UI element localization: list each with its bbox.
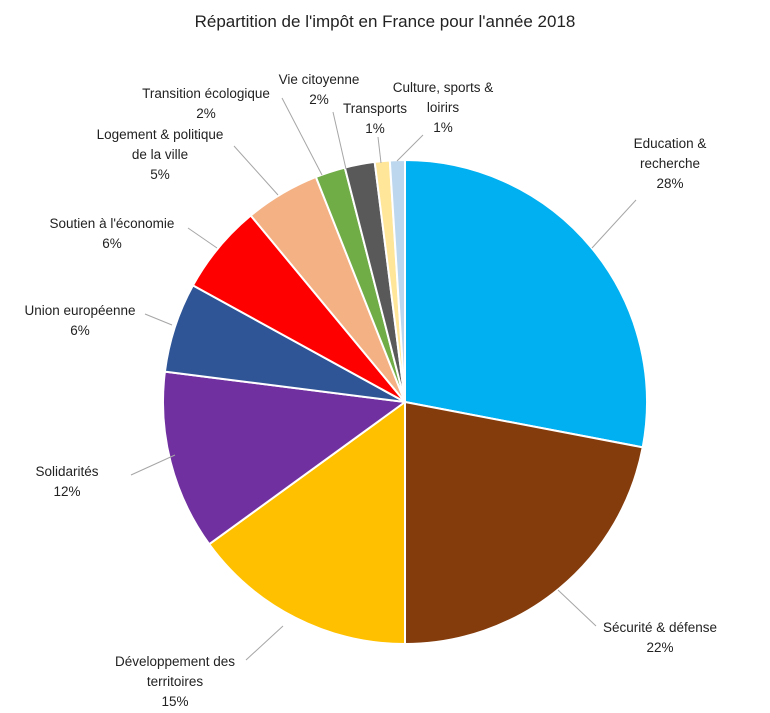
pie-slice-0 — [404, 159, 648, 449]
pie-slices — [162, 159, 648, 645]
pie-slice-1 — [404, 401, 644, 645]
leader-line-6 — [233, 145, 279, 196]
slice-label-1: Sécurité & défense 22% — [603, 620, 717, 655]
slice-label-8: Vie citoyenne 2% — [279, 72, 360, 107]
slice-label-5: Soutien à l'économie 6% — [50, 216, 175, 251]
slice-labels: Education & recherche 28% Sécurité & défens… — [24, 72, 717, 709]
leader-line-0 — [591, 199, 637, 249]
leader-line-7 — [281, 97, 323, 176]
slice-label-10: Culture, sports & loirirs 1% — [393, 80, 494, 135]
leader-line-4 — [144, 313, 173, 326]
slice-label-7: Transition écologique 2% — [142, 86, 270, 121]
slice-label-3: Solidarités 12% — [35, 464, 98, 499]
pie-slice-2 — [208, 401, 406, 645]
leader-line-2 — [245, 625, 284, 661]
slice-label-0: Education & recherche 28% — [634, 136, 707, 191]
slice-label-4: Union européenne 6% — [24, 303, 135, 338]
slice-label-9: Transports 1% — [343, 101, 407, 136]
leader-line-9 — [377, 136, 382, 164]
slice-label-6: Logement & politique de la ville 5% — [97, 127, 224, 182]
slice-label-2: Développement des territoires 15% — [115, 654, 235, 709]
leader-line-8 — [332, 111, 347, 170]
leader-line-3 — [130, 454, 176, 476]
leader-line-1 — [557, 589, 597, 627]
leader-line-5 — [187, 227, 218, 249]
leader-line-10 — [396, 134, 424, 162]
pie-slice-3 — [162, 370, 406, 546]
chart-title: Répartition de l'impôt en France pour l'… — [195, 12, 576, 31]
leader-lines — [130, 97, 637, 661]
